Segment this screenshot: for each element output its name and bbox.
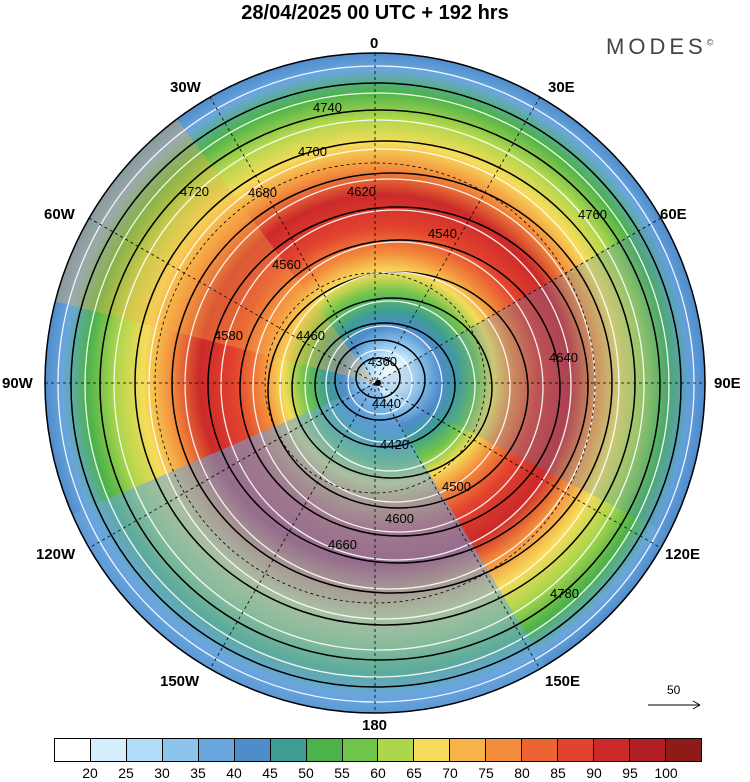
contour-label: 4560: [272, 257, 301, 272]
contour-label: 4700: [298, 144, 327, 159]
lon-label-90e: 90E: [714, 375, 741, 392]
brand-text: MODES: [606, 34, 707, 59]
colorbar-cell: [665, 739, 701, 761]
contour-label: 4760: [578, 207, 607, 222]
pole-marker: [375, 380, 381, 386]
contour-label: 4620: [347, 184, 376, 199]
colorbar-cell: [162, 739, 199, 761]
height-contours: [70, 82, 682, 688]
contour-label: 4720: [180, 184, 209, 199]
lon-label-90w: 90W: [2, 375, 33, 392]
contour-label: 4660: [328, 537, 357, 552]
colorbar-cell: [270, 739, 307, 761]
colorbar-cell: [414, 739, 451, 761]
colorbar-tick-label: 25: [118, 765, 134, 781]
colorbar-tick-label: 20: [82, 765, 98, 781]
colorbar-tick-label: 60: [370, 765, 386, 781]
colorbar-ticks: 20 25 30 35 40 45 50 55 60 65 70 75 80 85 90 95 100: [54, 765, 702, 782]
lon-label-150w: 150W: [160, 673, 200, 690]
colorbar-tick-label: 100: [654, 765, 678, 781]
colorbar-tick-label: 80: [514, 765, 530, 781]
contour-label: 4600: [385, 511, 414, 526]
colorbar-tick-label: 55: [334, 765, 350, 781]
contour-label: 4780: [550, 586, 579, 601]
lon-label-120e: 120E: [665, 546, 701, 563]
colorbar-cell: [306, 739, 343, 761]
colorbar-cell: [522, 739, 559, 761]
contour-label: 4440: [372, 396, 401, 411]
colorbar-cell: [90, 739, 127, 761]
map-border: [44, 52, 706, 714]
colorbar-tick-label: 30: [154, 765, 170, 781]
contour-label: 4680: [248, 185, 277, 200]
colorbar-cell: [630, 739, 666, 761]
colorbar-cell: [126, 739, 163, 761]
colorbar-tick-label: 50: [298, 765, 314, 781]
map-title: 28/04/2025 00 UTC + 192 hrs: [241, 2, 509, 24]
colorbar-tick-label: 35: [190, 765, 206, 781]
colorbar-tick-label: 95: [622, 765, 638, 781]
lon-label-60e: 60E: [660, 206, 687, 223]
colorbar-cell: [378, 739, 415, 761]
colorbar-cell: [55, 739, 91, 761]
lon-label-60w: 60W: [44, 206, 75, 223]
brand-mark: ©: [706, 37, 714, 48]
colorbar-cell: [342, 739, 379, 761]
colorbar-cell: [486, 739, 523, 761]
contour-label: 4740: [313, 100, 342, 115]
contour-label: 4420: [380, 437, 409, 452]
contour-label: 4640: [549, 350, 578, 365]
lon-label-150e: 150E: [545, 673, 581, 690]
contour-label: 4500: [442, 479, 471, 494]
lon-label-30e: 30E: [548, 79, 575, 96]
contour-label: 4360: [368, 354, 397, 369]
lon-label-180: 180: [362, 717, 388, 734]
contour-label: 4580: [214, 328, 243, 343]
vector-scale: [648, 700, 701, 710]
colorbar-tick-label: 70: [442, 765, 458, 781]
lon-label-120w: 120W: [36, 546, 76, 563]
colorbar-cell: [594, 739, 630, 761]
colorbar-cell: [558, 739, 595, 761]
colorbar-tick-label: 85: [550, 765, 566, 781]
colorbar-tick-label: 40: [226, 765, 242, 781]
colorbar: [54, 738, 702, 762]
contour-label: 4540: [428, 226, 457, 241]
lon-label-0: 0: [370, 35, 379, 52]
lon-label-30w: 30W: [170, 79, 201, 96]
colorbar-cell: [450, 739, 487, 761]
vector-scale-label: 50: [667, 683, 681, 697]
colorbar-tick-label: 90: [586, 765, 602, 781]
contour-label: 4460: [296, 328, 325, 343]
modes-logo: MODES©: [606, 34, 713, 60]
colorbar-tick-label: 45: [262, 765, 278, 781]
colorbar-cell: [234, 739, 271, 761]
colorbar-cell: [198, 739, 235, 761]
contour-value-labels: 4360 4420 4440 4460 4500 4540 4560 4580 …: [180, 100, 607, 601]
colorbar-tick-label: 75: [478, 765, 494, 781]
colorbar-tick-label: 65: [406, 765, 422, 781]
